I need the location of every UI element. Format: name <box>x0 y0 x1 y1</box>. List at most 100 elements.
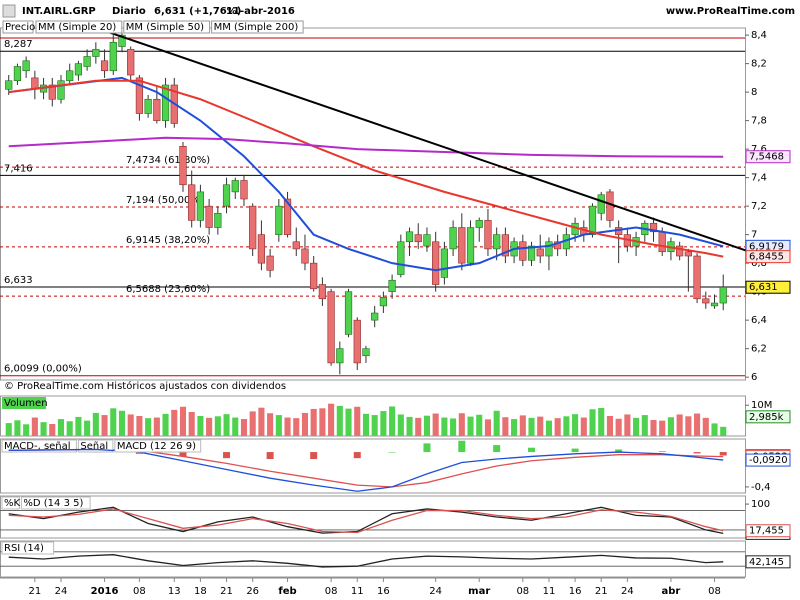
candle-body <box>554 241 562 250</box>
volume-bar <box>493 410 500 436</box>
quote: 6,631 (+1,76%) <box>154 6 241 17</box>
level-label: 6,633 <box>4 275 33 286</box>
y-tick-label: 8,2 <box>751 59 767 70</box>
y-tick-label: 6,8 <box>751 258 767 269</box>
volume-bar <box>275 415 282 436</box>
volume-bar <box>75 416 82 436</box>
candle-body <box>161 84 170 121</box>
volume-bar <box>206 417 213 436</box>
candle-body <box>109 41 117 72</box>
x-tick-label: 16 <box>377 586 390 597</box>
volume-bar <box>362 413 370 436</box>
candle-body <box>336 348 344 364</box>
candle-body <box>222 184 231 207</box>
x-tick-label: 21 <box>595 586 608 597</box>
level-label: 7,194 (50,00%) <box>126 195 204 206</box>
x-tick-label: 24 <box>55 586 68 597</box>
candle-body <box>449 227 457 250</box>
histogram-bar <box>493 445 501 453</box>
line-series <box>8 448 724 488</box>
x-tick-label: 21 <box>220 586 233 597</box>
value-label: 7,5468 <box>749 152 784 163</box>
candle-body <box>318 284 327 300</box>
candle-body <box>440 248 448 278</box>
symbol: INT.AIRL.GRP <box>22 6 96 17</box>
histogram-bar <box>135 452 143 454</box>
line-series <box>8 554 724 568</box>
candle-body <box>92 49 100 57</box>
y-tick-label: 6,4 <box>751 315 767 326</box>
candle-body <box>153 98 161 121</box>
legend-label: MM (Simple 200) <box>214 22 299 33</box>
candle-body <box>545 241 553 257</box>
volume-bar <box>641 415 648 436</box>
value-box <box>745 150 791 164</box>
value-box <box>745 555 791 569</box>
candle-body <box>5 80 13 90</box>
volume-bar <box>336 405 343 436</box>
panel <box>0 27 746 381</box>
volume-bar <box>406 416 413 436</box>
volume-bar <box>31 417 38 436</box>
volume-bar <box>101 415 108 436</box>
histogram-bar <box>615 449 623 453</box>
histogram-bar <box>423 443 431 453</box>
volume-bar <box>127 414 134 436</box>
value-label: 6,8455 <box>749 252 784 263</box>
volume-bar <box>66 421 73 436</box>
candle-body <box>527 245 536 261</box>
candle-body <box>684 251 692 257</box>
candle-body <box>719 286 727 304</box>
volume-bar <box>589 409 596 436</box>
x-tick-label: 2016 <box>91 586 119 597</box>
volume-bar <box>650 420 657 436</box>
candle-body <box>205 205 213 228</box>
value-label: 17,455 <box>749 526 784 537</box>
candle-body <box>379 297 388 307</box>
volume-bar <box>214 416 221 436</box>
legend-item <box>20 496 91 510</box>
candle-body <box>118 34 126 47</box>
value-box <box>745 453 791 467</box>
volume-bar <box>232 417 239 436</box>
volume-bar <box>694 413 701 436</box>
volume-bar <box>171 409 178 436</box>
legend-label: %D (14 3 5) <box>23 498 83 509</box>
candle-body <box>693 255 701 300</box>
level-label: 8,287 <box>4 39 33 50</box>
candle-body <box>240 180 248 200</box>
candle-body <box>283 198 292 235</box>
legend-label: Volumen <box>4 398 48 409</box>
y-tick-label: 7,6 <box>751 144 767 155</box>
menu-icon[interactable] <box>2 4 16 18</box>
candle-body <box>188 184 196 221</box>
candle-body <box>588 205 597 235</box>
date: 11-abr-2016 <box>226 6 295 17</box>
value-box <box>745 250 791 264</box>
y-tick-label: 7,2 <box>751 201 767 212</box>
x-tick-label: 26 <box>246 586 259 597</box>
legend-item <box>1 439 77 453</box>
candle-body <box>466 227 475 264</box>
volume-bar <box>118 410 126 436</box>
level-label: 7,4734 (61,80%) <box>126 155 210 166</box>
histogram-bar <box>658 451 666 453</box>
value-box <box>745 280 791 294</box>
candle-body <box>310 262 318 290</box>
value-label: 6,631 <box>749 282 778 293</box>
volume-bar <box>389 406 396 436</box>
candle-body <box>493 234 501 250</box>
candle-body <box>405 231 414 243</box>
y-tick-label: 8 <box>751 87 757 98</box>
legend-item <box>123 20 211 34</box>
y-tick-label: 7 <box>751 230 757 241</box>
volume-bar <box>458 413 465 436</box>
level-label: 6,9145 (38,20%) <box>126 235 210 246</box>
candle-body <box>344 291 353 335</box>
footer: © ProRealTime.com Históricos ajustados c… <box>4 380 286 392</box>
candle-body <box>74 63 83 76</box>
legend-label: MM (Simple 20) <box>38 22 116 33</box>
value-label: 6,9179 <box>749 241 784 252</box>
